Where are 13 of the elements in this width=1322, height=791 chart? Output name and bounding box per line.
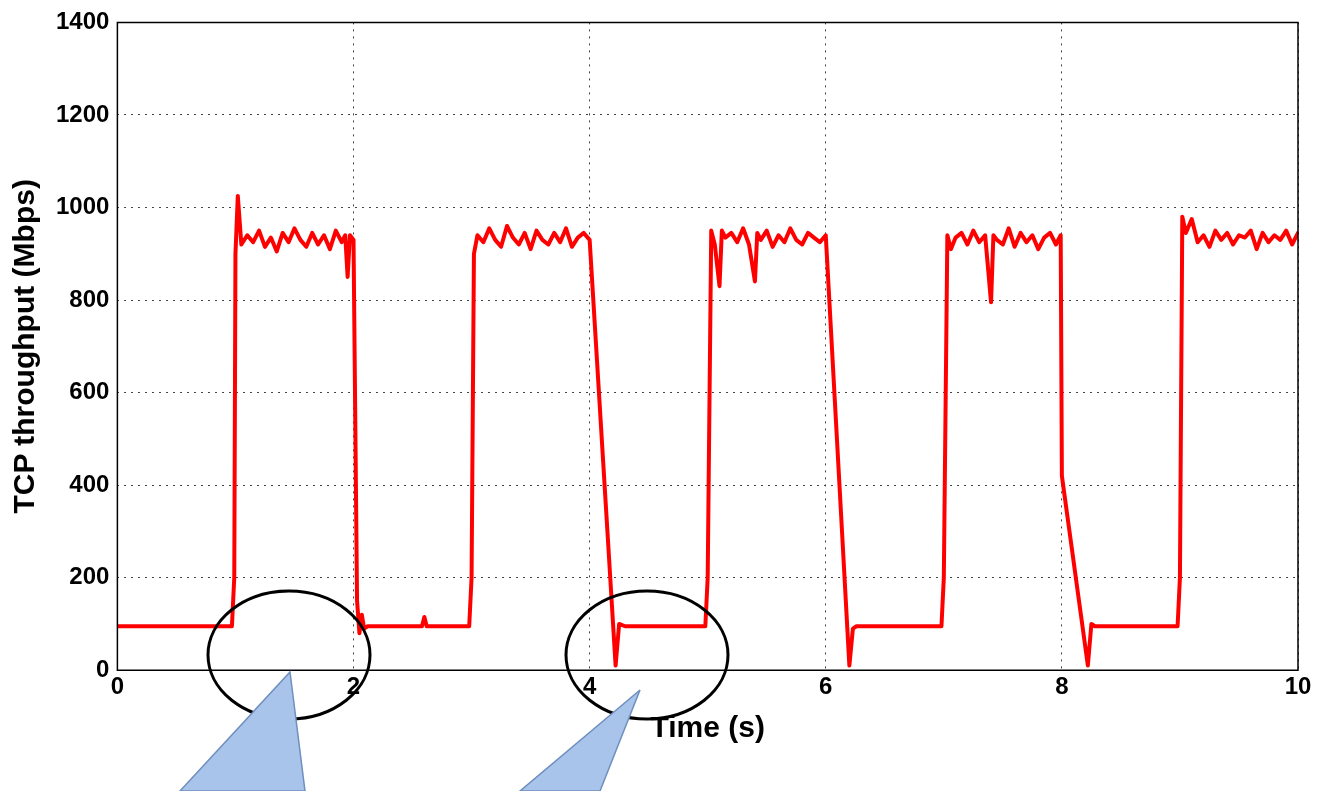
y-tick-label: 200 (69, 562, 110, 590)
x-tick-label: 8 (1055, 672, 1069, 700)
y-tick-label: 0 (96, 654, 110, 682)
x-tick-label: 10 (1284, 672, 1312, 700)
y-axis-title: TCP throughput (Mbps) (7, 179, 41, 514)
x-tick-label: 6 (819, 672, 833, 700)
y-tick-label: 1400 (56, 7, 110, 35)
x-tick-label: 4 (582, 672, 597, 700)
y-tick-label: 600 (69, 377, 110, 405)
y-tick-label: 1200 (56, 99, 110, 127)
y-tick-label: 1000 (56, 192, 110, 220)
y-tick-label: 800 (69, 284, 110, 312)
y-tick-label: 400 (69, 469, 110, 497)
